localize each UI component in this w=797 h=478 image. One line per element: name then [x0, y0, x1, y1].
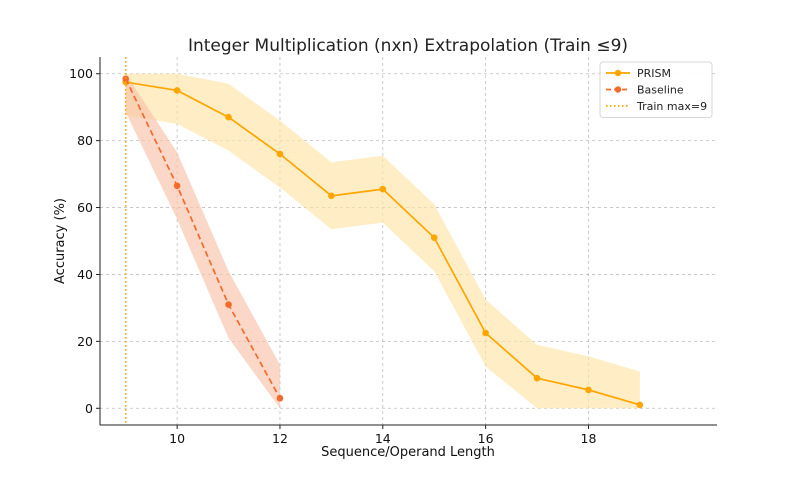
point-prism-16: [482, 329, 489, 337]
chart-title: Integer Multiplication (nxn) Extrapolati…: [188, 36, 628, 56]
point-prism-18: [585, 386, 592, 394]
x-tick-label-14: 14: [375, 431, 391, 446]
point-baseline-11: [225, 301, 232, 308]
point-prism-10: [173, 87, 181, 94]
tick-labels: 10 12 14 16 18 0 20 40 60 80 100: [69, 66, 596, 446]
point-prism-19: [636, 401, 644, 409]
legend-marker-0: [614, 69, 622, 77]
point-prism-17: [533, 374, 541, 382]
series-line-baseline: [124, 78, 281, 399]
y-tick-label-20: 20: [77, 334, 93, 349]
x-tick-label-18: 18: [581, 431, 597, 446]
point-baseline-12: [276, 394, 284, 402]
legend-label-1: Baseline: [637, 84, 684, 97]
legend: PRISM Baseline Train max=9: [599, 61, 713, 118]
series-lines: [122, 75, 644, 409]
point-prism-12: [276, 150, 284, 158]
x-tick-label-16: 16: [478, 431, 494, 446]
point-prism-11: [225, 113, 232, 121]
legend-label-2: Train max=9: [636, 100, 707, 113]
y-tick-label-80: 80: [77, 133, 93, 148]
legend-label-0: PRISM: [637, 67, 671, 80]
point-prism-13: [328, 192, 335, 200]
y-axis-label: Accuracy (%): [53, 198, 68, 284]
legend-box: [599, 61, 713, 118]
x-axis-label: Sequence/Operand Length: [321, 445, 495, 460]
point-baseline-9: [122, 75, 130, 83]
axes: [96, 57, 717, 429]
x-tick-label-12: 12: [272, 431, 288, 446]
x-tick-label-10: 10: [169, 431, 185, 446]
y-tick-label-0: 0: [85, 401, 93, 416]
legend-marker-1: [614, 86, 622, 93]
point-prism-15: [430, 234, 438, 241]
point-prism-14: [379, 185, 387, 193]
point-baseline-10: [173, 182, 181, 190]
y-tick-label-100: 100: [69, 66, 93, 81]
y-tick-label-60: 60: [77, 200, 93, 215]
y-tick-label-40: 40: [77, 267, 93, 282]
band-prism: [125, 73, 640, 409]
